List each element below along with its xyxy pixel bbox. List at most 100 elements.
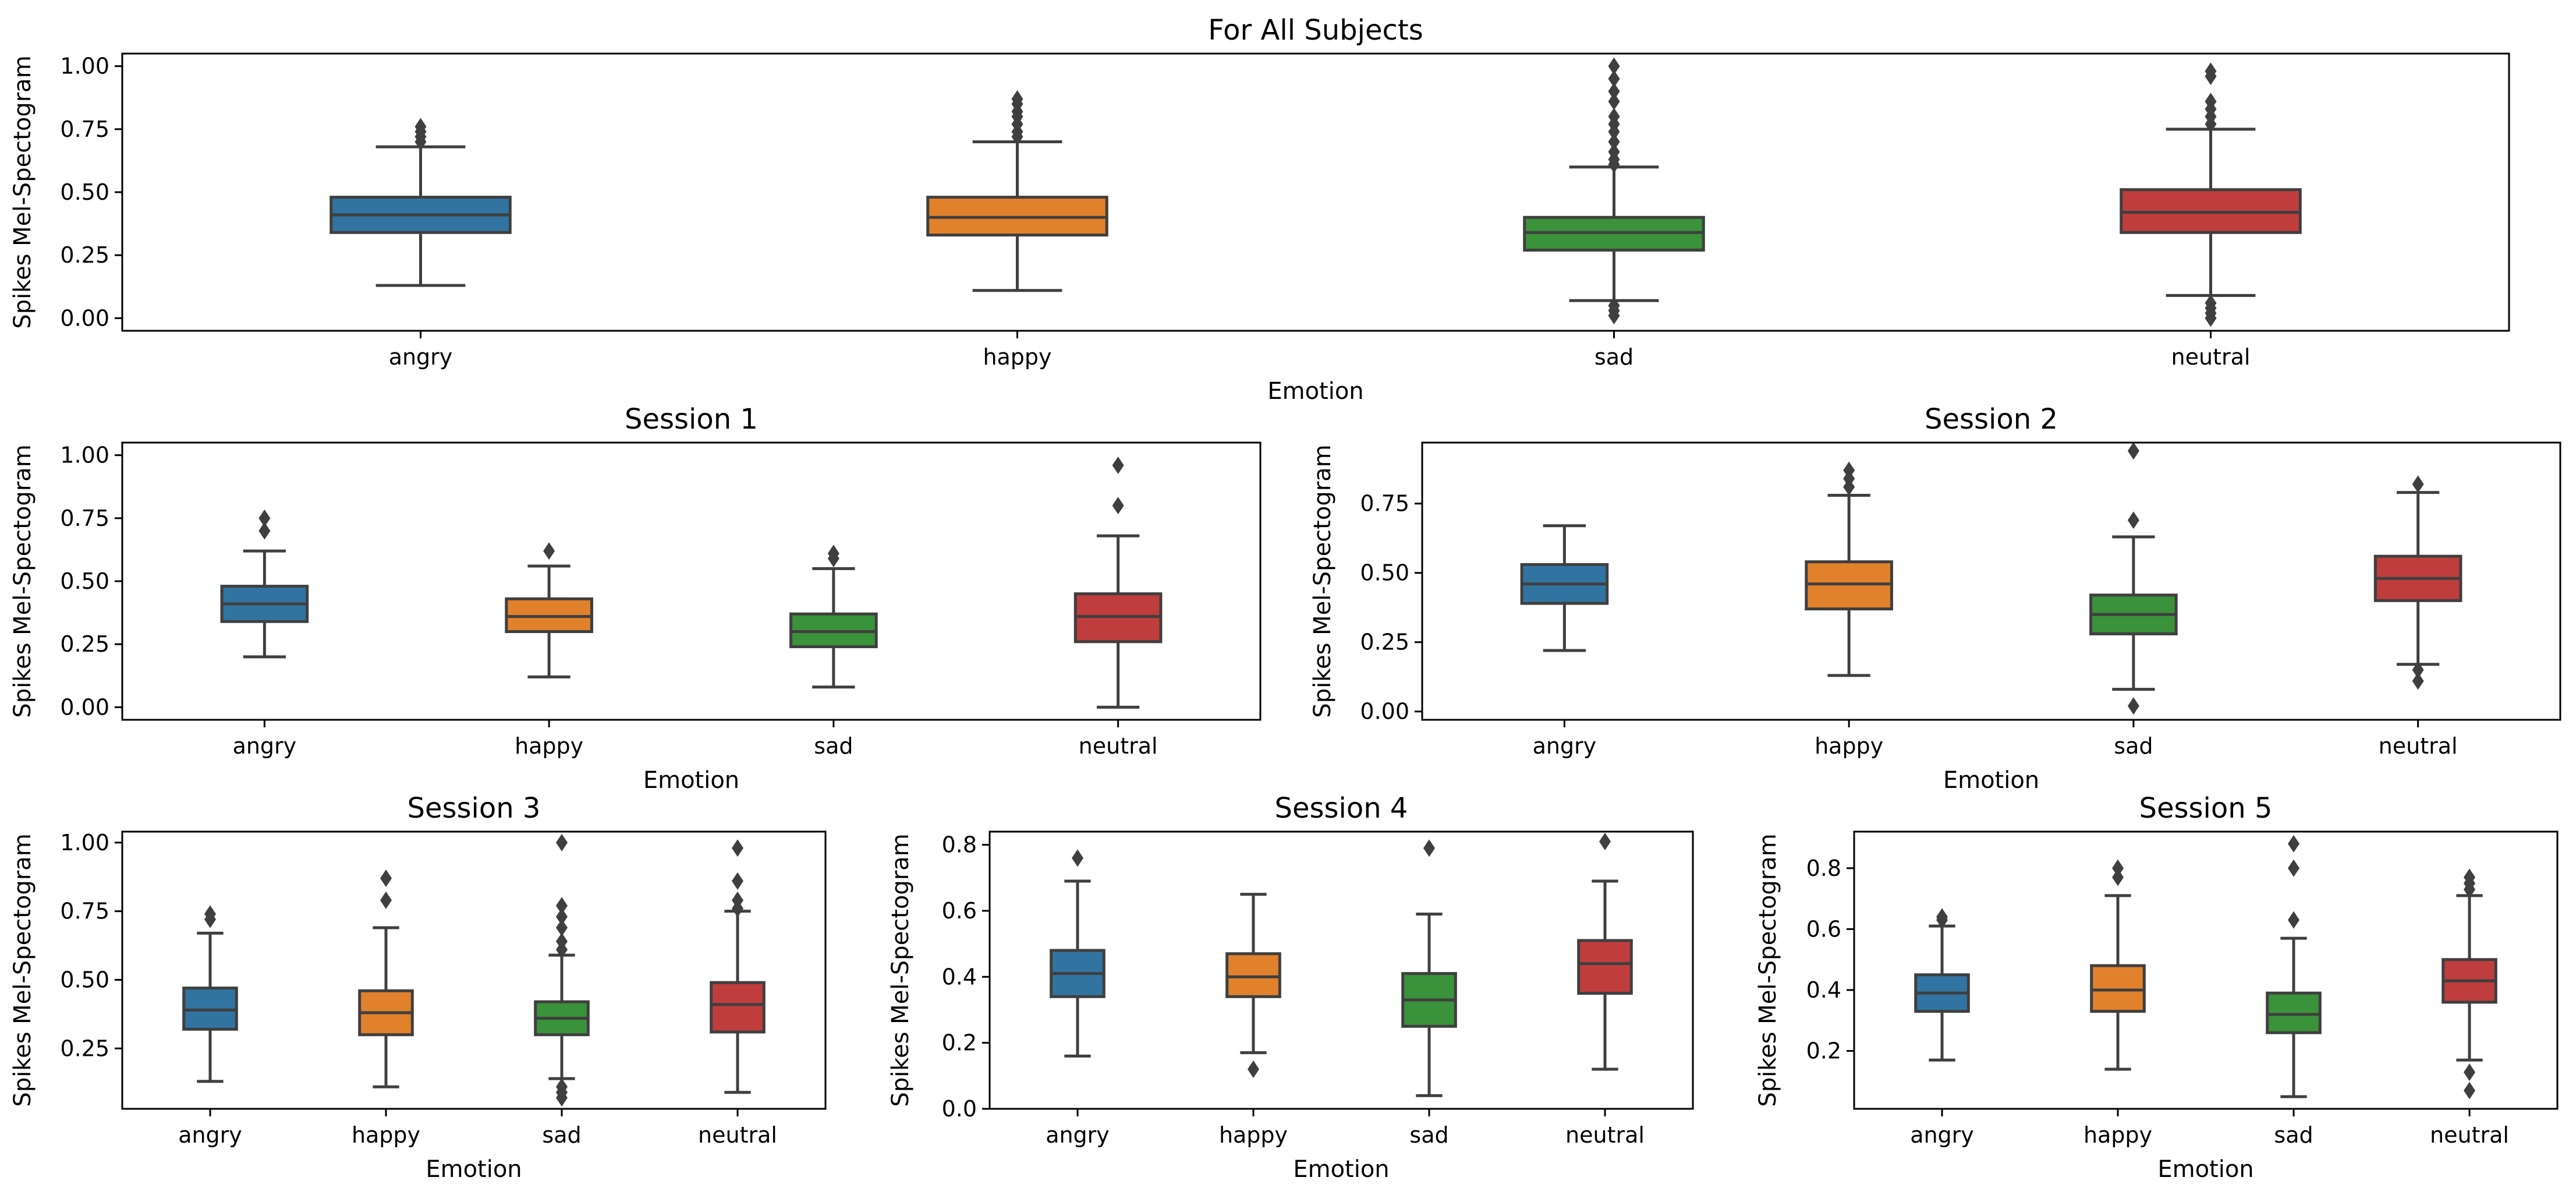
y-axis-label: Spikes Mel-Spectogram xyxy=(9,55,36,328)
x-tick-label: sad xyxy=(814,733,853,759)
outlier-point xyxy=(1608,70,1620,88)
outlier-point xyxy=(380,869,392,888)
x-tick-label: happy xyxy=(983,344,1051,370)
x-tick-label: neutral xyxy=(2171,344,2251,370)
outlier-point xyxy=(556,918,568,936)
outlier-point xyxy=(2127,442,2139,460)
x-tick-label: happy xyxy=(1815,733,1883,759)
outlier-point xyxy=(556,833,568,851)
outlier-point xyxy=(732,872,743,890)
y-tick-label: 0.8 xyxy=(942,832,977,858)
x-axis-label: Emotion xyxy=(426,1156,522,1183)
outlier-point xyxy=(2464,868,2475,886)
outlier-point xyxy=(2412,672,2424,690)
y-axis-label: Spikes Mel-Spectogram xyxy=(9,833,36,1106)
y-axis-label: Spikes Mel-Spectogram xyxy=(1309,444,1336,717)
x-tick-label: neutral xyxy=(1079,733,1158,759)
x-tick-label: neutral xyxy=(2379,733,2458,759)
x-tick-label: angry xyxy=(233,733,297,759)
y-tick-label: 0.25 xyxy=(60,1035,109,1061)
y-tick-label: 0.50 xyxy=(1360,560,1409,586)
outlier-point xyxy=(2205,93,2217,111)
outlier-point xyxy=(2205,294,2217,312)
plot-frame xyxy=(121,52,2510,332)
x-axis-label: Emotion xyxy=(1293,1156,1389,1183)
y-tick-label: 1.00 xyxy=(60,54,109,79)
y-tick-label: 0.8 xyxy=(1806,855,1841,881)
outlier-point xyxy=(258,509,271,527)
y-tick-label: 0.6 xyxy=(942,898,977,924)
outlier-point xyxy=(2464,1063,2475,1081)
outlier-point xyxy=(556,897,568,915)
outlier-point xyxy=(1608,296,1620,314)
outlier-point xyxy=(2464,1081,2475,1100)
outlier-point xyxy=(414,118,427,136)
outlier-point xyxy=(556,1078,568,1096)
outlier-point xyxy=(2127,697,2139,715)
outlier-point xyxy=(1248,1060,1259,1078)
outlier-point xyxy=(1608,93,1620,111)
plot-frame xyxy=(121,441,1262,721)
outlier-point xyxy=(1112,497,1124,515)
box-happy xyxy=(2090,964,2146,1013)
y-tick-label: 0.2 xyxy=(942,1030,977,1056)
x-tick-label: happy xyxy=(352,1122,420,1148)
y-tick-label: 0.50 xyxy=(60,568,109,594)
outlier-point xyxy=(556,908,568,926)
x-tick-label: happy xyxy=(2084,1122,2152,1148)
y-tick-label: 0.4 xyxy=(1806,977,1841,1003)
box-neutral xyxy=(1577,939,1633,995)
outlier-point xyxy=(1608,57,1620,75)
panel-title: Session 2 xyxy=(1925,403,2058,436)
y-tick-label: 0.25 xyxy=(60,631,109,657)
outlier-point xyxy=(2288,911,2299,929)
x-tick-label: neutral xyxy=(2430,1122,2509,1148)
y-tick-label: 0.75 xyxy=(60,505,109,531)
outlier-point xyxy=(1608,133,1620,151)
outlier-point xyxy=(1011,90,1023,108)
y-tick-label: 0.6 xyxy=(1806,916,1841,942)
outlier-point xyxy=(1599,833,1611,850)
x-tick-label: sad xyxy=(1409,1122,1448,1148)
outlier-point xyxy=(2127,511,2139,529)
y-tick-label: 0.75 xyxy=(60,899,109,924)
panel-session-3: Session 3 0.25 0.50 0.75 1.00 angry happy sad ne… xyxy=(9,792,827,1183)
y-tick-label: 0.50 xyxy=(60,179,109,205)
outlier-point xyxy=(2412,475,2424,493)
x-tick-label: neutral xyxy=(1565,1122,1645,1148)
x-axis-label: Emotion xyxy=(1943,767,2039,794)
x-tick-label: sad xyxy=(2274,1122,2313,1148)
panel-session-4: Session 4 0.0 0.2 0.4 0.6 0.8 angry happy sad neu… xyxy=(887,792,1694,1183)
outlier-point xyxy=(1608,108,1620,126)
y-tick-label: 0.75 xyxy=(60,116,109,142)
x-tick-label: angry xyxy=(1910,1122,1974,1148)
plot-frame xyxy=(988,830,1694,1110)
y-axis-label: Spikes Mel-Spectogram xyxy=(887,833,914,1106)
x-tick-label: neutral xyxy=(698,1122,777,1148)
box-happy xyxy=(1225,952,1281,998)
outlier-point xyxy=(204,905,216,923)
x-tick-label: sad xyxy=(2114,733,2153,759)
y-tick-label: 0.25 xyxy=(60,242,109,268)
outlier-point xyxy=(2288,835,2299,853)
y-tick-label: 1.00 xyxy=(60,443,109,468)
outlier-point xyxy=(543,542,555,560)
panel-title: Session 5 xyxy=(2139,792,2273,825)
y-tick-label: 0.4 xyxy=(942,964,977,989)
outlier-point xyxy=(2288,859,2299,877)
panel-title: Session 3 xyxy=(408,792,541,825)
x-axis-label: Emotion xyxy=(1267,378,1363,405)
outlier-point xyxy=(732,891,743,909)
x-axis-label: Emotion xyxy=(2157,1156,2253,1183)
x-axis-label: Emotion xyxy=(643,767,739,794)
box-neutral xyxy=(710,981,766,1034)
panel-title: Session 4 xyxy=(1275,792,1408,825)
plot-frame xyxy=(1421,441,2561,721)
x-tick-label: happy xyxy=(1219,1122,1288,1148)
y-axis-label: Spikes Mel-Spectogram xyxy=(1755,833,1781,1106)
y-tick-label: 0.75 xyxy=(1360,491,1409,517)
x-tick-label: angry xyxy=(1046,1122,1110,1148)
outlier-point xyxy=(2112,859,2124,877)
outlier-point xyxy=(1423,839,1435,857)
